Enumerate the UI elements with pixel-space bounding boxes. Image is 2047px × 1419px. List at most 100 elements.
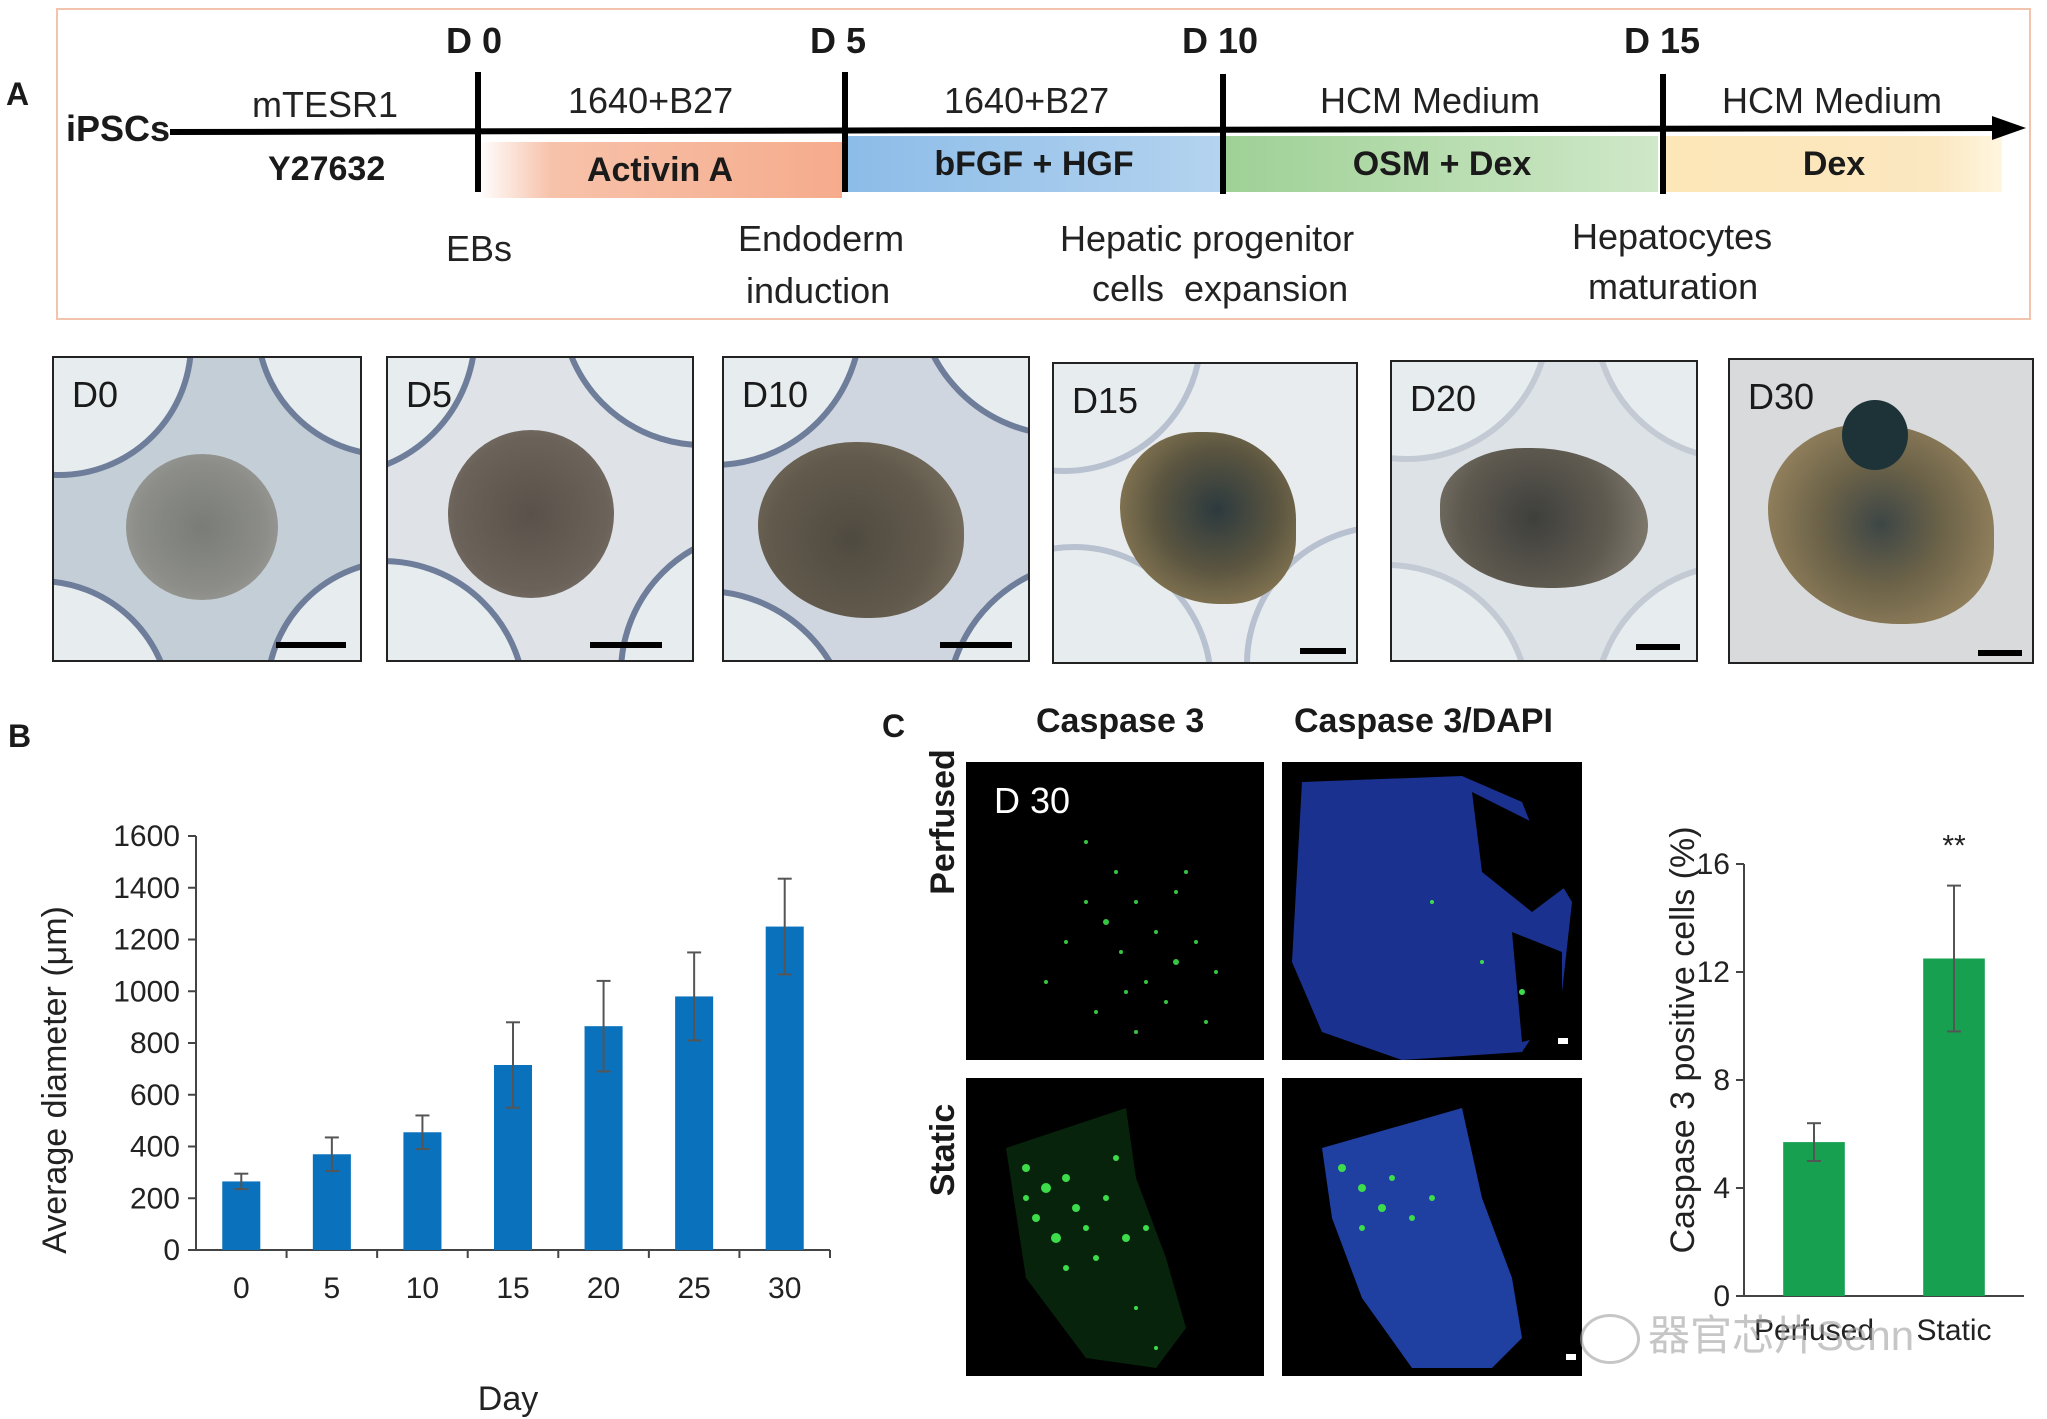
osm-bar: OSM + Dex	[1226, 136, 1658, 192]
scale-bar	[590, 642, 662, 648]
activin-bar: Activin A	[478, 142, 842, 198]
ipsc-label: iPSCs	[66, 108, 171, 149]
y-tick-label: 1000	[113, 975, 180, 1008]
y-tick-label: 0	[163, 1234, 180, 1267]
organoid	[1120, 432, 1296, 604]
panel-c-letter: C	[882, 708, 906, 744]
scale-bar	[940, 642, 1012, 648]
y-tick-label: 4	[1713, 1172, 1730, 1205]
y-tick-label: 8	[1713, 1064, 1730, 1097]
medium-label-5: HCM Medium	[1722, 80, 1943, 121]
stage-endoderm-2: induction	[746, 270, 891, 311]
x-tick-label: Static	[1916, 1314, 1991, 1347]
x-tick-label: 25	[677, 1272, 710, 1305]
day-label-d15: D 15	[1624, 20, 1701, 61]
scale-bar	[1636, 644, 1680, 650]
day-label-d0: D 0	[446, 20, 503, 61]
microwell	[914, 358, 1028, 438]
row-header-static: Static	[924, 1103, 962, 1197]
micrograph-label: D15	[1072, 380, 1139, 421]
scale-bar	[1978, 650, 2022, 656]
medium-label-1: mTESR1	[252, 84, 399, 125]
timeline-box	[56, 8, 2031, 320]
y-tick-label: 1600	[113, 820, 180, 853]
bar	[222, 1181, 261, 1250]
scale-bar	[276, 642, 346, 648]
caspase-signal	[1006, 1108, 1186, 1368]
fluorescence-static-caspase	[966, 1078, 1264, 1376]
stage-ebs: EBs	[446, 228, 513, 269]
y-axis-title: Caspase 3 positive cells (%)	[1664, 826, 1702, 1253]
x-tick-label: 15	[496, 1272, 529, 1305]
microwell	[558, 358, 692, 448]
dapi-signal	[1322, 1108, 1576, 1368]
day-label-d5: D 5	[810, 20, 867, 61]
x-tick-label: Perfused	[1754, 1314, 1874, 1347]
y-tick-label: 12	[1697, 956, 1730, 989]
y-tick-label: 16	[1697, 848, 1730, 881]
medium-label-3: 1640+B27	[944, 80, 1110, 121]
image-day-label: D 30	[994, 780, 1071, 821]
tick-d10	[1220, 74, 1226, 194]
y-tick-label: 0	[1713, 1280, 1730, 1313]
x-tick-label: 0	[233, 1272, 250, 1305]
micrograph-d0: D0	[52, 356, 362, 662]
tick-d15	[1660, 74, 1666, 194]
micrograph-label: D30	[1748, 376, 1815, 417]
micrograph-d30: D30	[1728, 358, 2034, 664]
micrograph-label: D20	[1410, 378, 1477, 419]
y-tick-label: 1200	[113, 924, 180, 957]
col-header-caspase-dapi: Caspase 3/DAPI	[1294, 702, 1553, 740]
x-tick-label: 5	[324, 1272, 341, 1305]
factor-label-bfgf: bFGF + HGF	[934, 145, 1134, 183]
factor-label-activin: Activin A	[586, 151, 734, 189]
medium-label-4: HCM Medium	[1320, 80, 1541, 121]
micrograph-d10: D10	[722, 356, 1030, 662]
panel-a-letter: A	[6, 76, 30, 112]
bfgf-bar: bFGF + HGF	[848, 136, 1220, 192]
x-tick-label: 30	[768, 1272, 801, 1305]
organoid	[126, 454, 278, 600]
stage-progenitor-2: cells expansion	[1092, 268, 1349, 309]
micrograph-label: D5	[406, 374, 453, 415]
caspase-signal	[1044, 840, 1218, 1034]
micrograph-d15: D15	[1052, 362, 1358, 664]
dapi-signal	[1292, 776, 1572, 1060]
x-tick-label: 10	[406, 1272, 439, 1305]
watermark-text: 器官芯片Senn	[1648, 1312, 1915, 1359]
organoid	[1440, 448, 1648, 588]
fluorescence-static-dapi	[1282, 1078, 1582, 1376]
stage-maturation-1: Hepatocytes	[1572, 216, 1773, 257]
diameter-bar-chart: Average diameter (μm) Day 02004006008001…	[36, 820, 831, 1418]
factor-label-dex: Dex	[1802, 145, 1866, 183]
y-axis-title: Average diameter (μm)	[36, 906, 74, 1254]
wechat-icon	[1580, 1313, 1640, 1364]
organoid	[448, 430, 614, 598]
medium-label-2: 1640+B27	[568, 80, 734, 121]
bar	[765, 926, 804, 1250]
x-tick-label: 20	[587, 1272, 620, 1305]
bar	[1783, 1142, 1845, 1296]
scale-bar	[1300, 648, 1346, 654]
panel-b-letter: B	[8, 718, 32, 754]
y-tick-label: 1400	[113, 872, 180, 905]
caspase-bar-chart: Caspase 3 positive cells (%) 0 4 8 12 16 Perf…	[1664, 826, 2024, 1347]
y-tick-label: 800	[130, 1027, 180, 1060]
x-axis-title: Day	[478, 1380, 538, 1418]
micrograph-label: D0	[72, 374, 119, 415]
micrograph-d20: D20	[1390, 360, 1698, 662]
stage-endoderm-1: Endoderm	[738, 218, 905, 259]
tick-d0	[475, 72, 481, 192]
row-header-perfused: Perfused	[924, 749, 962, 895]
col-header-caspase: Caspase 3	[1036, 702, 1205, 740]
factor-label-osm: OSM + Dex	[1352, 145, 1532, 183]
microwell	[54, 578, 174, 660]
organoid-dark-spot	[1842, 400, 1908, 470]
y-tick-label: 400	[130, 1131, 180, 1164]
fluorescence-perfused-caspase: D 30	[966, 762, 1264, 1060]
micrograph-d5: D5	[386, 356, 694, 662]
micrograph-label: D10	[742, 374, 809, 415]
stage-progenitor-1: Hepatic progenitor	[1060, 218, 1355, 259]
y-tick-label: 200	[130, 1182, 180, 1215]
scale-bar	[1566, 1354, 1576, 1360]
